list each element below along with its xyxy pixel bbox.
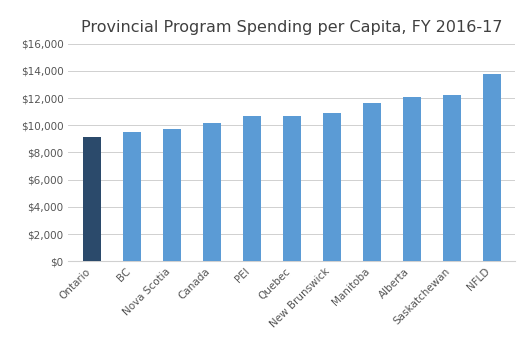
Bar <box>123 132 141 261</box>
Bar <box>243 116 261 261</box>
Bar <box>363 103 381 261</box>
Bar <box>403 97 421 261</box>
Bar <box>442 95 461 261</box>
Bar <box>482 73 501 261</box>
Bar <box>163 129 181 261</box>
Bar <box>203 122 221 261</box>
Bar <box>323 113 341 261</box>
Bar <box>83 138 102 261</box>
Bar <box>283 116 301 261</box>
Title: Provincial Program Spending per Capita, FY 2016-17: Provincial Program Spending per Capita, … <box>81 20 503 36</box>
